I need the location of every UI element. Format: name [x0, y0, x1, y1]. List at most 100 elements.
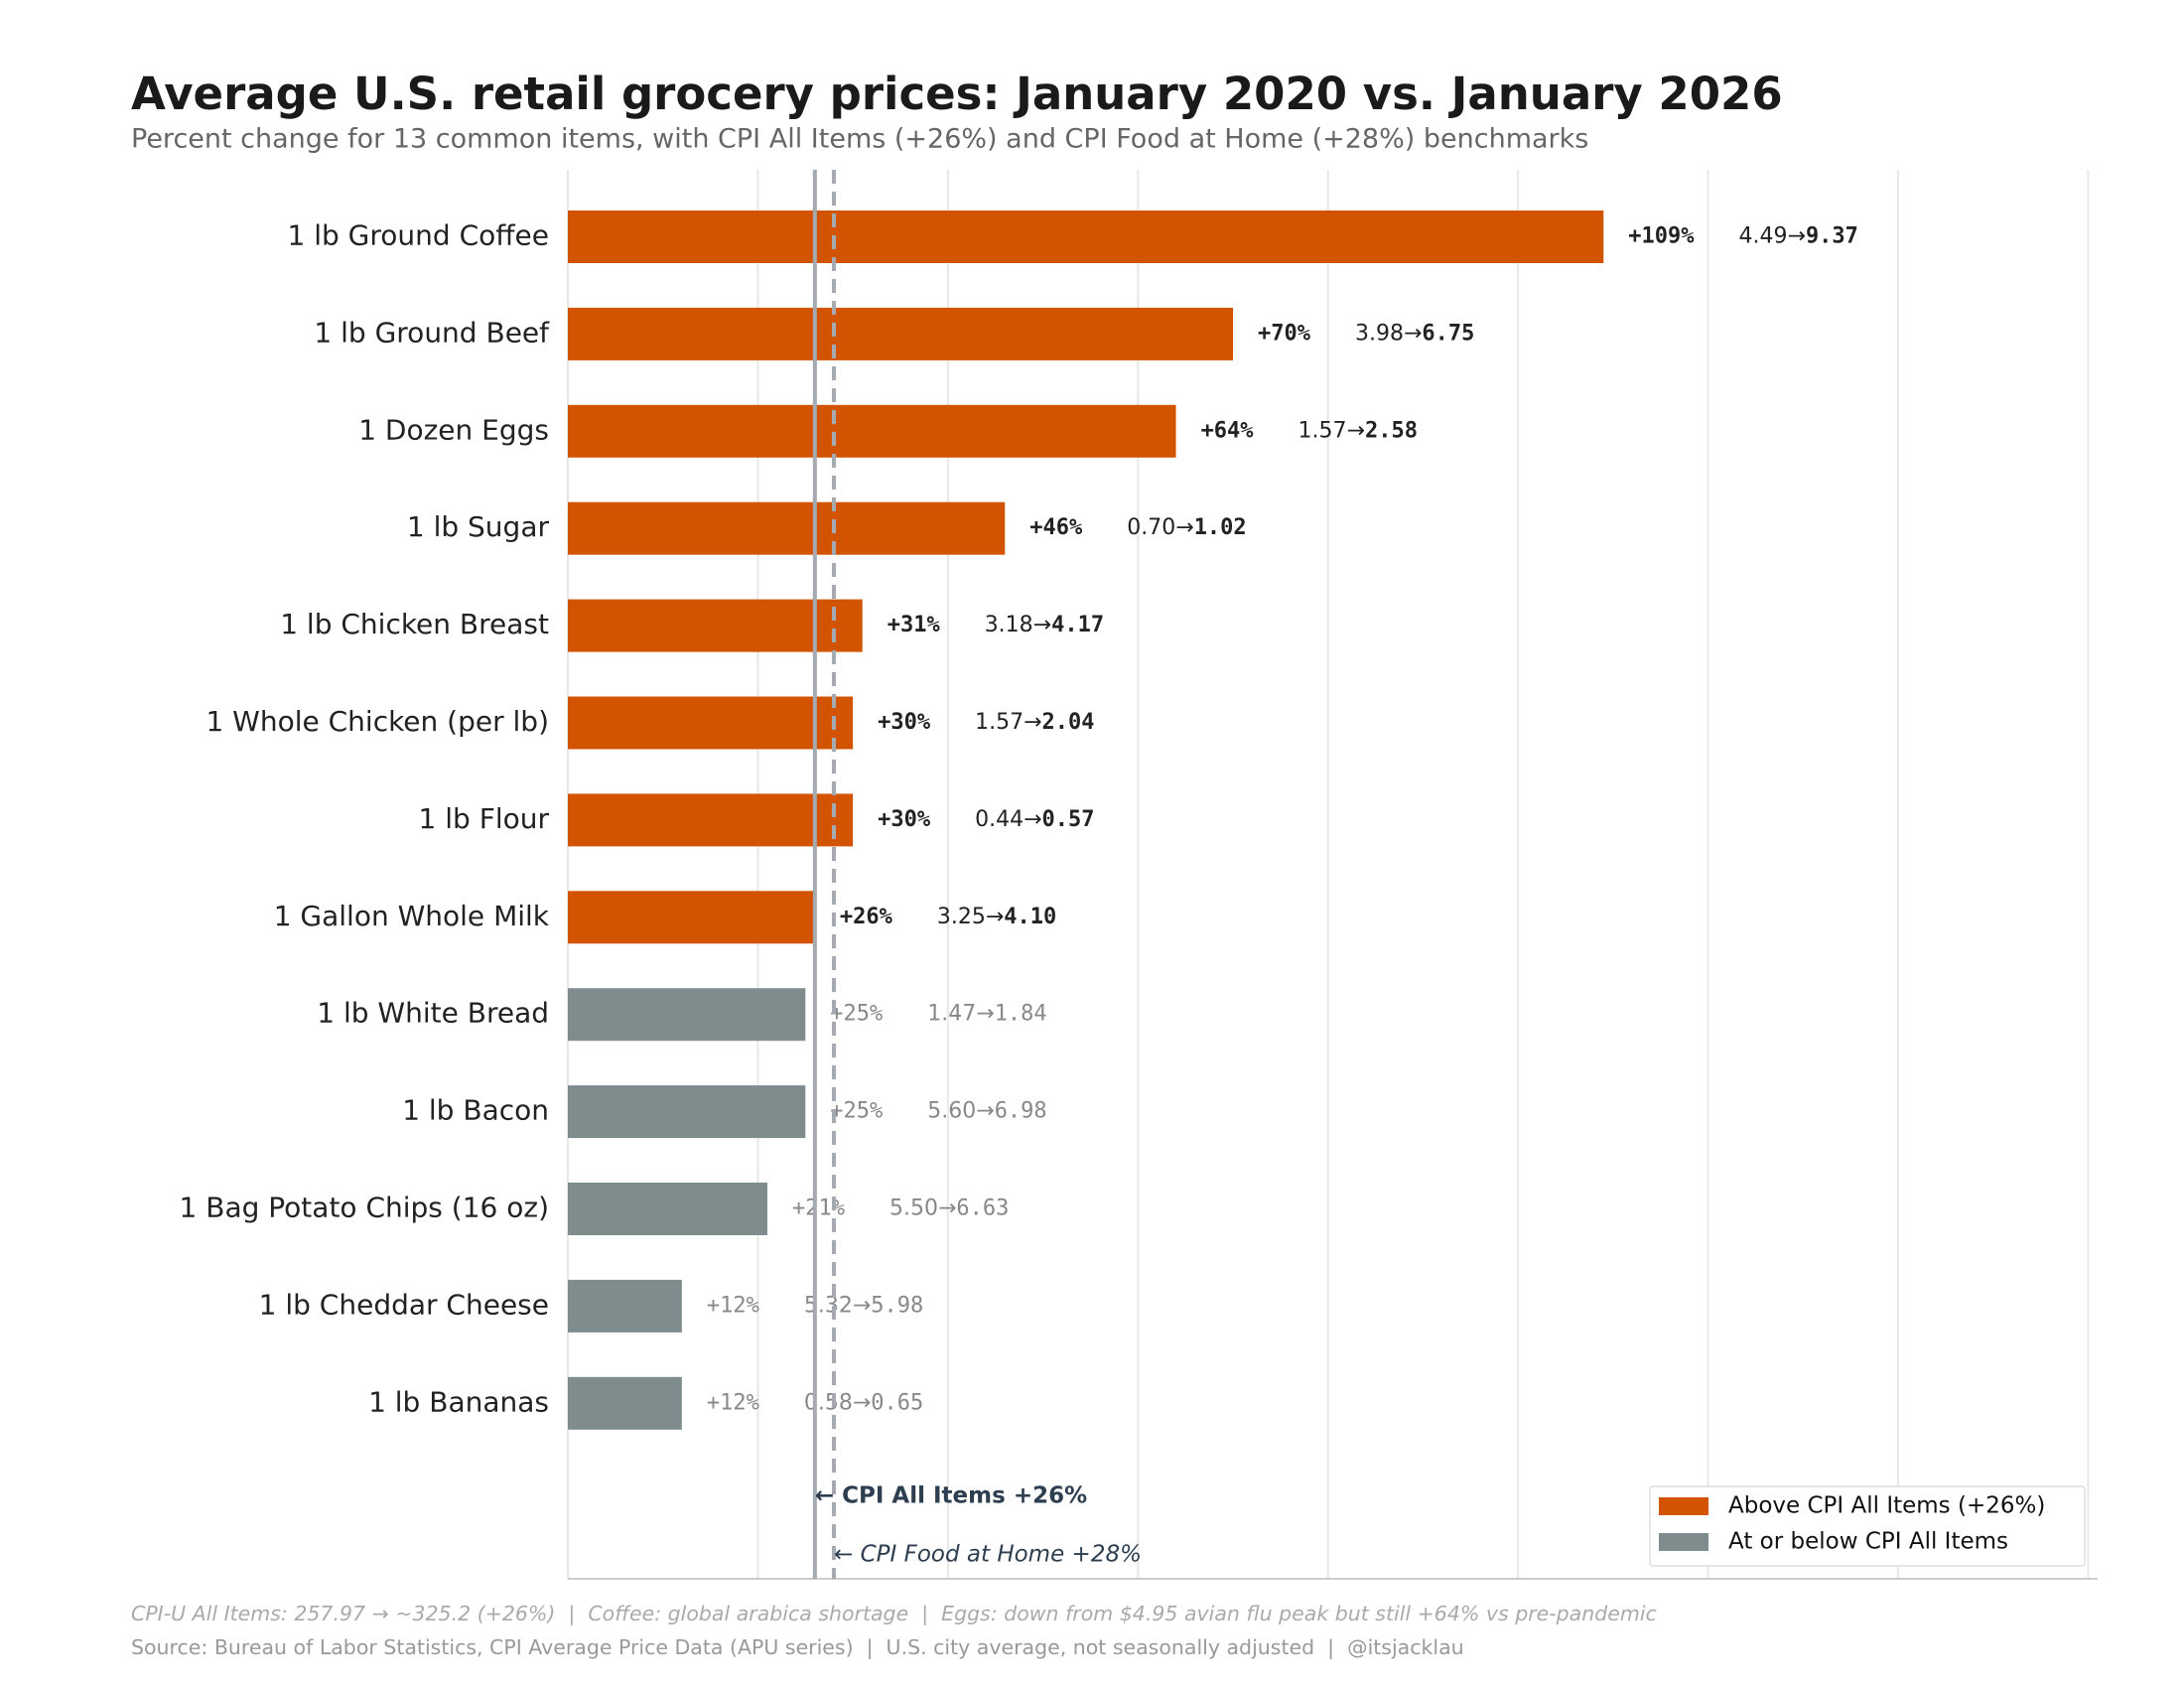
bar [568, 988, 806, 1042]
bar [568, 501, 1006, 555]
legend-label: Above CPI All Items (+26%) [1728, 1493, 2045, 1519]
price-label: 0.58→0.65 [804, 1390, 923, 1415]
price-arrow: → [1404, 321, 1422, 346]
price-2020: 0.44 [975, 807, 1024, 832]
price-label: 1.57→2.58 [1298, 418, 1418, 443]
value-label: +70% [1258, 321, 1311, 346]
reference-label: ← CPI All Items +26% [815, 1483, 1087, 1509]
price-2020: 0.70 [1127, 515, 1175, 540]
price-2026: 6.63 [956, 1196, 1009, 1221]
price-arrow: → [976, 1099, 994, 1124]
legend-swatch [1659, 1497, 1708, 1515]
bar [568, 1085, 806, 1139]
y-tick-label: 1 lb White Bread [317, 997, 549, 1030]
value-label: +25% [830, 1099, 883, 1124]
bar [568, 793, 854, 847]
price-2026: 6.98 [995, 1099, 1047, 1124]
value-label: +31% [887, 613, 941, 637]
legend-label: At or below CPI All Items [1728, 1529, 2008, 1555]
price-label: 1.57→2.04 [975, 710, 1094, 735]
price-2026: 4.10 [1004, 905, 1056, 929]
price-2026: 1.02 [1194, 515, 1247, 540]
price-2026: 0.65 [871, 1390, 923, 1415]
source: Source: Bureau of Labor Statistics, CPI … [131, 1635, 1464, 1660]
value-label: +30% [878, 807, 931, 832]
price-2026: 4.17 [1051, 613, 1104, 637]
legend-swatch [1659, 1533, 1708, 1551]
bar [568, 404, 1176, 458]
price-arrow: → [1347, 418, 1365, 443]
price-2020: 1.47 [927, 1002, 976, 1027]
price-label: 3.98→6.75 [1355, 321, 1474, 346]
price-label: 1.47→1.84 [927, 1002, 1046, 1027]
price-arrow: → [1024, 807, 1041, 832]
price-2020: 5.50 [889, 1196, 938, 1221]
price-arrow: → [1024, 710, 1041, 735]
y-tick-label: 1 lb Bananas [368, 1385, 549, 1418]
price-label: 5.60→6.98 [927, 1099, 1046, 1124]
price-2020: 3.25 [937, 905, 986, 929]
price-arrow: → [938, 1196, 956, 1221]
price-2020: 0.58 [804, 1390, 853, 1415]
value-label: +21% [792, 1196, 845, 1221]
value-label: +12% [707, 1293, 759, 1318]
bar [568, 599, 863, 652]
price-arrow: → [853, 1293, 871, 1318]
price-2020: 3.18 [985, 613, 1033, 637]
price-2020: 1.57 [1298, 418, 1347, 443]
y-tick-label: 1 lb Flour [419, 802, 550, 835]
bar [568, 1279, 682, 1333]
price-label: 5.32→5.98 [804, 1293, 923, 1318]
price-label: 3.18→4.17 [985, 613, 1104, 637]
value-label: +25% [830, 1002, 883, 1027]
price-arrow: → [1033, 613, 1051, 637]
price-2026: 9.37 [1806, 224, 1858, 249]
bar [568, 1183, 767, 1235]
price-label: 3.25→4.10 [937, 905, 1056, 929]
reference-label: ← CPI Food at Home +28% [834, 1542, 1142, 1568]
y-tick-label: 1 Bag Potato Chips (16 oz) [180, 1192, 549, 1224]
price-arrow: → [976, 1002, 994, 1027]
price-2020: 1.57 [975, 710, 1024, 735]
bar [568, 307, 1233, 360]
y-tick-label: 1 lb Ground Coffee [288, 219, 549, 252]
price-2026: 2.58 [1365, 418, 1418, 443]
price-2020: 3.98 [1355, 321, 1404, 346]
bar [568, 891, 815, 944]
price-2020: 5.32 [804, 1293, 853, 1318]
price-2026: 1.84 [995, 1002, 1047, 1027]
price-arrow: → [1788, 224, 1806, 249]
price-arrow: → [853, 1390, 871, 1415]
price-2020: 5.60 [927, 1099, 976, 1124]
price-2026: 0.57 [1042, 807, 1095, 832]
y-tick-label: 1 lb Chicken Breast [280, 608, 549, 640]
chart-subtitle: Percent change for 13 common items, with… [131, 124, 1588, 155]
value-label: +64% [1201, 418, 1255, 443]
value-label: +12% [707, 1390, 759, 1415]
bar [568, 696, 854, 750]
price-2026: 6.75 [1422, 321, 1474, 346]
price-label: 0.70→1.02 [1127, 515, 1246, 540]
price-label: 4.49→9.37 [1739, 224, 1858, 249]
y-tick-label: 1 lb Bacon [402, 1094, 549, 1127]
bar [568, 211, 1604, 263]
bar [568, 1376, 682, 1430]
value-label: +109% [1628, 224, 1695, 249]
y-tick-label: 1 Dozen Eggs [358, 413, 549, 446]
price-2026: 5.98 [871, 1293, 923, 1318]
y-tick-label: 1 lb Sugar [407, 510, 550, 543]
price-label: 0.44→0.57 [975, 807, 1094, 832]
y-tick-label: 1 Whole Chicken (per lb) [205, 705, 549, 738]
value-label: +26% [840, 905, 893, 929]
value-label: +46% [1029, 515, 1083, 540]
y-tick-label: 1 lb Ground Beef [314, 316, 550, 349]
price-arrow: → [986, 905, 1004, 929]
price-2026: 2.04 [1042, 710, 1095, 735]
price-arrow: → [1175, 515, 1193, 540]
value-label: +30% [878, 710, 931, 735]
y-tick-label: 1 lb Cheddar Cheese [259, 1288, 549, 1321]
footnote: CPI-U All Items: 257.97 → ~325.2 (+26%) … [131, 1602, 1657, 1626]
price-label: 5.50→6.63 [889, 1196, 1009, 1221]
y-tick-label: 1 Gallon Whole Milk [274, 900, 550, 932]
